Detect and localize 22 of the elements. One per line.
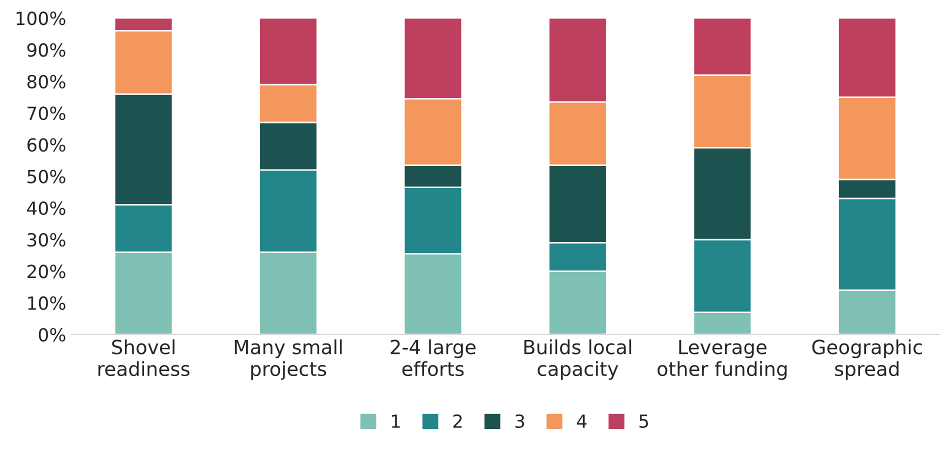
y-tick-label: 80% [27, 74, 66, 88]
legend-label: 5 [640, 414, 648, 428]
y-tick-label: 20% [28, 264, 66, 278]
y-tick-label: 100% [16, 12, 66, 26]
y-tick-label: 30% [28, 233, 66, 247]
x-tick-label: 2-4 large efforts [390, 339, 476, 376]
legend-label: 3 [515, 414, 524, 428]
y-tick-label: 50% [28, 170, 66, 184]
x-tick-label: Many small projects [234, 339, 342, 380]
y-tick-label: 10% [28, 296, 66, 310]
x-tick-label: Builds local capacity [524, 339, 632, 380]
y-tick-label: 70% [28, 106, 66, 120]
legend-label: 2 [453, 414, 462, 428]
x-tick-label: Shovel readiness [98, 339, 190, 376]
legend-label: 1 [392, 414, 400, 428]
y-tick-label: 0% [38, 328, 66, 342]
y-tick-label: 60% [27, 138, 66, 152]
y-tick-label: 90% [27, 43, 66, 57]
x-tick-label: Geographic spread [812, 339, 922, 380]
legend-label: 4 [576, 414, 587, 428]
y-tick-label: 40% [27, 201, 66, 216]
x-tick-label: Leverage other funding [658, 340, 787, 380]
